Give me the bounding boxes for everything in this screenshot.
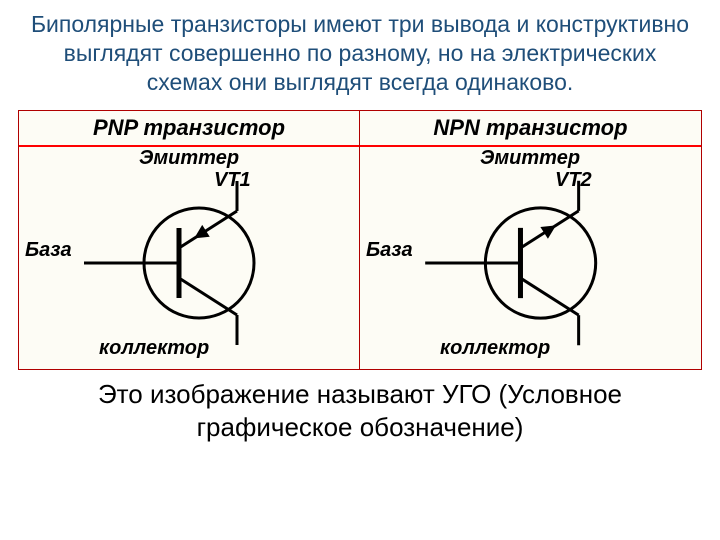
label-collector-pnp: коллектор — [99, 337, 209, 360]
label-emitter-npn: Эмиттер — [480, 147, 580, 170]
label-refdes-npn: VT2 — [555, 169, 592, 192]
label-emitter-pnp: Эмиттер — [139, 147, 239, 170]
cell-pnp: PNP транзистор Эмиттер VT1 База коллекто… — [19, 111, 360, 369]
label-base-npn: База — [366, 239, 413, 262]
cell-npn: NPN транзистор Эмиттер VT2 База коллекто… — [360, 111, 701, 369]
label-base-pnp: База — [25, 239, 72, 262]
schematic-pnp: Эмиттер VT1 База коллектор — [19, 147, 359, 369]
slide: Биполярные транзисторы имеют три вывода … — [0, 0, 720, 540]
cell-title-npn: NPN транзистор — [360, 111, 701, 143]
schematic-npn: Эмиттер VT2 База коллектор — [360, 147, 701, 369]
outtro-paragraph: Это изображение называют УГО (Условное г… — [0, 370, 720, 443]
intro-paragraph: Биполярные транзисторы имеют три вывода … — [0, 0, 720, 104]
transistor-figure: PNP транзистор Эмиттер VT1 База коллекто… — [18, 110, 702, 370]
label-collector-npn: коллектор — [440, 337, 550, 360]
cell-title-pnp: PNP транзистор — [19, 111, 359, 143]
figure-panel: PNP транзистор Эмиттер VT1 База коллекто… — [18, 110, 702, 370]
label-refdes-pnp: VT1 — [214, 169, 251, 192]
